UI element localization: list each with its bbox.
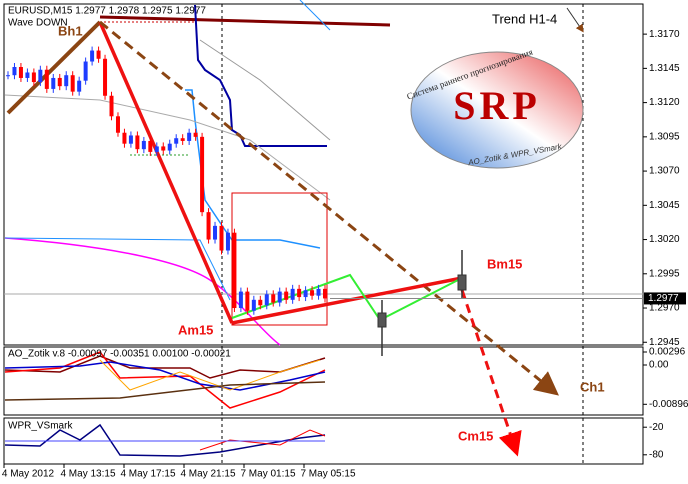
- y-tick-label: 1.2995: [649, 268, 680, 279]
- annotation: Am15: [178, 322, 213, 337]
- candle: [109, 95, 114, 117]
- y-tick-label: 1.3070: [649, 166, 680, 177]
- candle: [161, 146, 166, 151]
- y-tick-label: 1.2970: [649, 303, 680, 314]
- candle: [154, 146, 159, 152]
- annotation: Bm15: [487, 256, 522, 271]
- x-tick-label: 4 May 21:15: [180, 469, 235, 480]
- y-tick-label: 0.00296: [649, 347, 686, 358]
- y-tick-label: 1.3170: [649, 29, 680, 40]
- candle: [128, 135, 133, 144]
- candle: [251, 299, 256, 311]
- candle: [303, 290, 308, 298]
- candle: [44, 69, 49, 89]
- candle: [18, 66, 23, 78]
- candle: [38, 69, 43, 83]
- overlays: [4, 0, 643, 457]
- candle: [271, 294, 276, 303]
- candle: [77, 80, 82, 92]
- candle: [31, 72, 36, 83]
- x-tick-label: 7 May 01:15: [240, 469, 295, 480]
- candle: [206, 212, 211, 240]
- chart-subtitle: Wave DOWN: [8, 18, 68, 29]
- candle: [25, 72, 30, 78]
- candle: [193, 132, 198, 137]
- candle: [290, 288, 295, 300]
- candle: [167, 143, 172, 151]
- candle: [90, 50, 95, 62]
- indicator-lines: [4, 351, 326, 457]
- chart-title: EURUSD,M15 1.2977 1.2978 1.2975 1.2977: [8, 6, 206, 17]
- candle: [297, 288, 302, 298]
- candle: [187, 132, 192, 141]
- candle: [264, 294, 269, 306]
- candle: [200, 136, 205, 213]
- candle: [232, 232, 237, 309]
- panel-title: WPR_VSmark: [8, 421, 73, 432]
- candle: [103, 58, 108, 96]
- candle: [51, 77, 56, 89]
- y-tick-label: 1.3020: [649, 234, 680, 245]
- candle: [213, 225, 218, 240]
- last-price-box: [644, 292, 686, 305]
- y-tick-label: 0.00: [649, 360, 669, 371]
- x-tick-label: 7 May 05:15: [300, 469, 355, 480]
- candle: [284, 291, 289, 300]
- candle: [258, 299, 263, 306]
- candle: [57, 77, 62, 87]
- y-tick-label: 1.3120: [649, 97, 680, 108]
- y-tick-label: -80: [649, 449, 664, 460]
- y-tick-label: -20: [649, 422, 664, 433]
- candle: [122, 132, 127, 144]
- candle: [225, 232, 230, 251]
- last-price-label: 1.2977: [648, 293, 679, 304]
- candle: [64, 75, 69, 87]
- annotation: Bh1: [58, 23, 83, 38]
- candle: [245, 291, 250, 311]
- annotation: Trend H1-4: [492, 11, 557, 26]
- x-tick-label: 4 May 13:15: [60, 469, 115, 480]
- annotation: Ch1: [580, 379, 605, 394]
- logo: SRP Система раннего прогнозирования AO_Z…: [405, 47, 584, 169]
- candle: [277, 291, 282, 303]
- candle: [135, 135, 140, 150]
- candle: [12, 66, 17, 76]
- candle: [180, 138, 185, 141]
- candle: [238, 291, 243, 309]
- candle: [83, 61, 88, 81]
- candle: [219, 225, 224, 251]
- candle: [141, 140, 146, 150]
- candle: [148, 140, 153, 152]
- candle: [174, 138, 179, 144]
- candle: [6, 75, 10, 77]
- candle: [310, 290, 315, 296]
- y-tick-label: 1.3045: [649, 200, 680, 211]
- annotation: Cm15: [458, 428, 493, 443]
- panel-title: AO_Zotik v.8 -0.00097 -0.00351 0.00100 -…: [8, 349, 231, 360]
- y-tick-label: 1.3095: [649, 131, 680, 142]
- y-tick-label: 1.3145: [649, 63, 680, 74]
- x-tick-label: 4 May 17:15: [120, 469, 175, 480]
- logo-title: SRP: [453, 83, 541, 128]
- y-tick-label: -0.00896: [649, 399, 688, 410]
- candle: [70, 75, 75, 92]
- candle: [96, 50, 101, 59]
- x-tick-label: 4 May 2012: [2, 469, 55, 480]
- candle: [115, 116, 120, 133]
- candle: [316, 288, 321, 296]
- candle: [323, 288, 327, 299]
- y-tick-label: 1.2945: [649, 337, 680, 348]
